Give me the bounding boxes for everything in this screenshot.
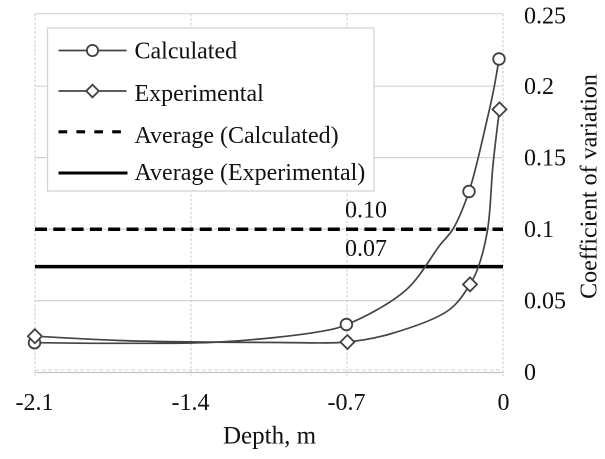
svg-text:0: 0 xyxy=(498,390,510,416)
svg-text:Average (Calculated): Average (Calculated) xyxy=(135,123,339,149)
svg-text:-0.7: -0.7 xyxy=(328,390,366,416)
svg-text:0.1: 0.1 xyxy=(524,217,554,243)
svg-text:0.10: 0.10 xyxy=(345,197,387,223)
svg-text:0.2: 0.2 xyxy=(524,74,554,100)
svg-text:Calculated: Calculated xyxy=(135,39,238,65)
svg-text:Coefficient of variation: Coefficient of variation xyxy=(577,74,603,299)
svg-text:0.15: 0.15 xyxy=(524,146,566,172)
svg-text:0.25: 0.25 xyxy=(524,3,566,29)
svg-text:-1.4: -1.4 xyxy=(172,390,210,416)
svg-text:0.07: 0.07 xyxy=(345,236,387,262)
svg-text:-2.1: -2.1 xyxy=(16,390,54,416)
svg-text:Average (Experimental): Average (Experimental) xyxy=(135,160,366,186)
svg-text:0: 0 xyxy=(524,360,536,386)
svg-text:Experimental: Experimental xyxy=(135,81,265,107)
svg-text:0.05: 0.05 xyxy=(524,289,566,315)
svg-text:Depth, m: Depth, m xyxy=(223,423,317,450)
